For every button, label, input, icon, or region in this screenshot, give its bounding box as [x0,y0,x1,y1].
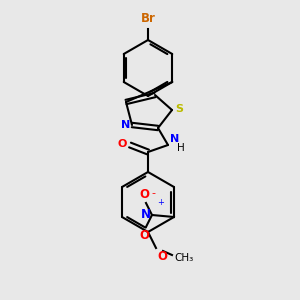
Text: H: H [177,143,185,153]
Text: Br: Br [141,12,155,25]
Text: O: O [139,229,149,242]
Text: O: O [139,188,149,201]
Text: O: O [157,250,167,263]
Text: S: S [175,104,183,114]
Text: N: N [141,208,151,220]
Text: CH₃: CH₃ [174,253,193,263]
Text: +: + [157,198,164,207]
Text: -: - [151,188,155,198]
Text: N: N [170,134,179,144]
Text: N: N [121,120,130,130]
Text: O: O [118,139,127,149]
